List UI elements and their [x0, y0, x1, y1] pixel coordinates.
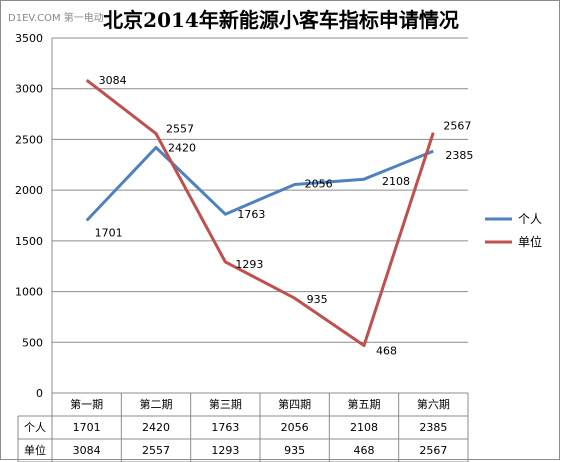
data-label: 2108 — [382, 175, 410, 188]
table-row-header: 个人 — [24, 421, 46, 434]
data-label: 1701 — [95, 226, 123, 239]
table-cell: 2567 — [419, 444, 447, 457]
x-category-label: 第二期 — [140, 397, 173, 411]
x-category-label: 第五期 — [348, 397, 381, 411]
table-cell: 2056 — [281, 421, 309, 434]
data-label: 468 — [376, 345, 397, 358]
x-category-label: 第三期 — [209, 397, 242, 411]
data-label: 2567 — [443, 120, 471, 133]
data-label: 935 — [307, 293, 328, 306]
x-category-label: 第四期 — [278, 397, 311, 411]
y-tick-label: 2500 — [15, 133, 43, 146]
chart-title: 北京2014年新能源小客车指标申请情况 — [103, 8, 459, 32]
table-cell: 468 — [354, 444, 375, 457]
y-tick-label: 1500 — [15, 235, 43, 248]
table-cell: 2108 — [350, 421, 378, 434]
table-row-header: 单位 — [24, 443, 46, 457]
y-tick-label: 3000 — [15, 83, 43, 96]
data-label: 2385 — [445, 149, 473, 162]
series-line-2 — [85, 79, 435, 347]
y-tick-label: 500 — [22, 336, 43, 349]
data-label: 1763 — [237, 208, 265, 221]
table-cell: 1701 — [73, 421, 101, 434]
data-label: 2420 — [168, 142, 196, 155]
y-tick-label: 2000 — [15, 184, 43, 197]
data-label: 3084 — [99, 74, 127, 87]
table-cell: 2557 — [142, 444, 170, 457]
x-category-label: 第六期 — [417, 397, 450, 411]
watermark: D1EV.COM 第一电动 — [8, 13, 104, 24]
y-tick-label: 3500 — [15, 32, 43, 45]
table-cell: 935 — [284, 444, 305, 457]
legend-entry: 个人 — [518, 212, 542, 226]
y-tick-label: 1000 — [15, 286, 43, 299]
table-cell: 2385 — [419, 421, 447, 434]
table-cell: 1763 — [211, 421, 239, 434]
data-label: 2557 — [166, 123, 194, 136]
legend-entry: 单位 — [518, 234, 542, 249]
y-tick-label: 0 — [36, 387, 43, 400]
series-line-1 — [85, 146, 434, 222]
x-category-label: 第一期 — [70, 397, 103, 411]
data-label: 1293 — [235, 258, 263, 271]
table-cell: 1293 — [211, 444, 239, 457]
table-cell: 3084 — [73, 444, 101, 457]
data-label: 2056 — [305, 177, 333, 190]
table-cell: 2420 — [142, 421, 170, 434]
